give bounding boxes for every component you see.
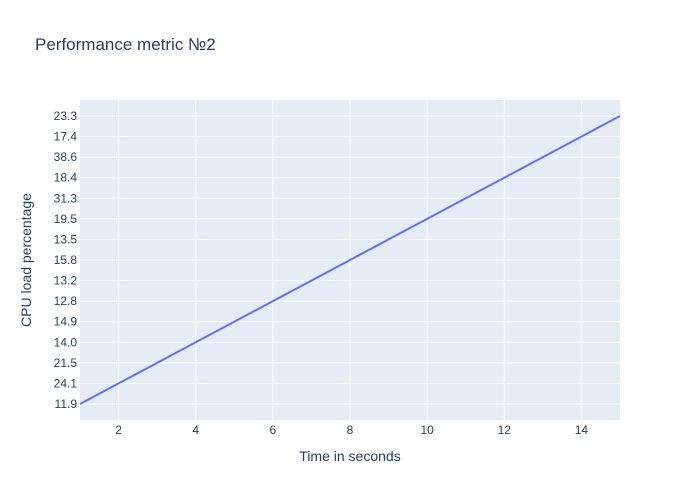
y-tick-label: 17.4 — [54, 130, 78, 144]
y-tick-label: 11.9 — [55, 397, 78, 411]
y-tick-label: 14.9 — [54, 315, 78, 329]
y-tick-label: 23.3 — [54, 109, 78, 123]
y-tick-label: 13.2 — [54, 274, 78, 288]
y-axis-title: CPU load percentage — [18, 193, 34, 327]
x-tick-labels: 2 4 6 8 10 12 14 — [115, 423, 588, 437]
y-tick-label: 19.5 — [54, 212, 78, 226]
x-tick-label: 4 — [192, 423, 199, 437]
y-tick-label: 18.4 — [54, 171, 78, 185]
x-axis-title: Time in seconds — [299, 448, 400, 464]
y-tick-label: 31.3 — [54, 191, 78, 205]
x-tick-label: 6 — [270, 423, 277, 437]
y-tick-label: 13.5 — [54, 232, 78, 246]
x-tick-label: 8 — [347, 423, 354, 437]
y-tick-label: 24.1 — [54, 376, 78, 390]
y-tick-labels: 11.9 24.1 21.5 14.0 14.9 12.8 13.2 15.8 13.5 19.5… — [54, 109, 78, 411]
y-tick-label: 14.0 — [54, 335, 78, 349]
x-tick-label: 14 — [575, 423, 589, 437]
x-tick-label: 12 — [498, 423, 512, 437]
y-tick-label: 15.8 — [54, 253, 78, 267]
y-tick-label: 12.8 — [54, 294, 78, 308]
x-tick-label: 2 — [115, 423, 122, 437]
x-tick-label: 10 — [420, 423, 434, 437]
series-layer — [79, 115, 621, 405]
chart-title: Performance metric №2 — [35, 35, 216, 54]
y-tick-label: 21.5 — [54, 356, 78, 370]
y-tick-label: 38.6 — [54, 150, 78, 164]
series-line — [79, 115, 621, 405]
